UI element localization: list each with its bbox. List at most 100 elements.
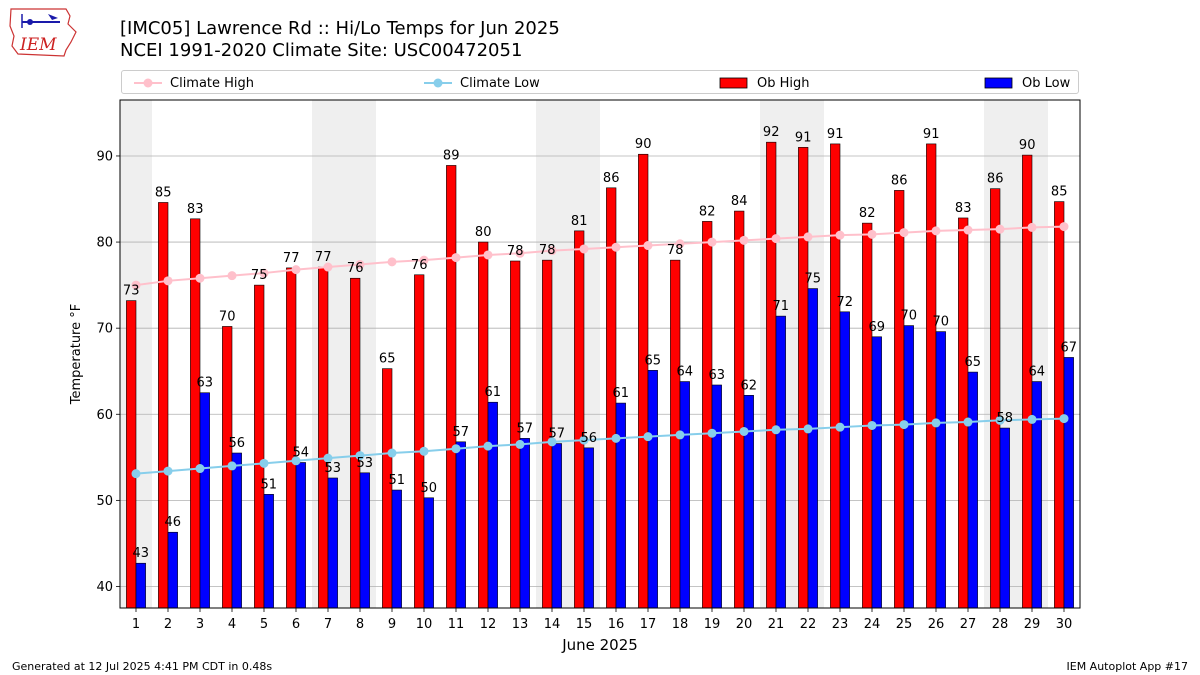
ob-high-bar-30	[1054, 201, 1065, 609]
ob-low-value-label-2: 46	[165, 515, 182, 530]
ob-low-bar-4	[231, 452, 242, 609]
climate-low-point-27	[963, 417, 973, 427]
legend-item-climate-high: Climate High	[134, 74, 254, 92]
ob-low-bar-6	[295, 462, 306, 609]
climate-high-point-21	[771, 234, 781, 244]
x-tick-label-3: 3	[196, 617, 204, 632]
title-line-2: NCEI 1991-2020 Climate Site: USC00472051	[120, 40, 523, 61]
x-tick-label-10: 10	[416, 617, 433, 632]
ob-low-bar-19	[711, 384, 722, 609]
ob-high-value-label-2: 85	[155, 185, 172, 200]
ob-high-bar-28	[990, 188, 1001, 609]
climate-high-point-11	[451, 253, 461, 263]
climate-high-point-6	[291, 265, 301, 275]
ob-high-bar-20	[734, 210, 745, 609]
x-tick-label-9: 9	[388, 617, 396, 632]
y-tick-label-80: 80	[96, 236, 113, 251]
ob-low-bar-11	[455, 441, 466, 609]
ob-low-bar-21	[775, 315, 786, 609]
x-tick-label-16: 16	[608, 617, 625, 632]
climate-low-point-3	[195, 464, 205, 474]
ob-high-bar-15	[574, 230, 585, 609]
ob-high-value-label-24: 82	[859, 206, 876, 221]
climate-low-point-22	[803, 424, 813, 434]
ob-high-bar-25	[894, 190, 905, 609]
legend-swatch-climate-low	[424, 78, 452, 88]
climate-high-point-10	[419, 255, 429, 265]
climate-low-point-26	[931, 418, 941, 428]
climate-low-point-30	[1059, 414, 1069, 424]
logo-text: IEM	[19, 35, 57, 55]
ob-high-value-label-13: 78	[507, 244, 524, 259]
plot-frame	[119, 99, 1081, 609]
climate-high-point-27	[963, 225, 973, 235]
ob-low-value-label-28: 58	[997, 411, 1014, 426]
x-tick-label-11: 11	[448, 617, 465, 632]
ob-low-value-label-16: 61	[613, 386, 630, 401]
ob-low-value-label-30: 67	[1061, 340, 1078, 355]
climate-high-point-15	[579, 244, 589, 254]
ob-low-bar-17	[647, 370, 658, 609]
ob-high-bar-19	[702, 221, 713, 609]
ob-high-value-label-20: 84	[731, 194, 748, 209]
legend-label-climate-low: Climate Low	[460, 75, 540, 91]
climate-high-point-25	[899, 228, 909, 238]
ob-high-value-label-8: 76	[347, 261, 364, 276]
climate-low-line	[135, 417, 1065, 475]
climate-high-point-14	[547, 246, 557, 256]
ob-high-value-label-3: 83	[187, 202, 204, 217]
ob-low-bar-24	[871, 336, 882, 609]
ob-low-value-label-19: 63	[709, 368, 726, 383]
x-tick-label-29: 29	[1024, 617, 1041, 632]
ob-high-bar-24	[862, 222, 873, 609]
climate-low-point-6	[291, 456, 301, 466]
climate-high-point-8	[355, 259, 365, 269]
ob-low-value-label-4: 56	[229, 436, 246, 451]
climate-high-point-17	[643, 241, 653, 251]
climate-high-point-5	[259, 268, 269, 278]
x-tick-label-19: 19	[704, 617, 721, 632]
x-tick-label-21: 21	[768, 617, 785, 632]
iem-logo: IEM	[9, 8, 77, 57]
x-tick-label-1: 1	[132, 617, 140, 632]
ob-high-value-label-17: 90	[635, 137, 652, 152]
climate-high-point-9	[387, 257, 397, 267]
x-tick-label-28: 28	[992, 617, 1009, 632]
ob-high-bar-7	[318, 266, 329, 609]
ob-high-value-label-29: 90	[1019, 138, 1036, 153]
ob-low-value-label-27: 65	[965, 355, 982, 370]
climate-low-point-13	[515, 439, 525, 449]
ob-low-bar-30	[1063, 357, 1074, 609]
x-tick-label-23: 23	[832, 617, 849, 632]
climate-high-point-4	[227, 271, 237, 281]
climate-low-point-5	[259, 458, 269, 468]
ob-high-bar-21	[766, 141, 777, 609]
climate-low-point-16	[611, 433, 621, 443]
x-tick-label-30: 30	[1056, 617, 1073, 632]
ob-high-value-label-15: 81	[571, 214, 588, 229]
ob-high-value-label-18: 78	[667, 243, 684, 258]
x-tick-label-25: 25	[896, 617, 913, 632]
climate-low-point-10	[419, 446, 429, 456]
legend: Climate High Climate Low Ob High Ob Low	[121, 70, 1079, 94]
x-tick-label-14: 14	[544, 617, 561, 632]
ob-high-value-label-23: 91	[827, 127, 844, 142]
x-tick-label-2: 2	[164, 617, 172, 632]
ob-low-value-label-1: 43	[133, 546, 150, 561]
climate-high-point-20	[739, 235, 749, 245]
ob-low-bar-26	[935, 331, 946, 609]
chart-title: [IMC05] Lawrence Rd :: Hi/Lo Temps for J…	[120, 18, 560, 62]
x-axis-label: June 2025	[561, 636, 638, 654]
ob-high-value-label-9: 65	[379, 352, 396, 367]
legend-label-climate-high: Climate High	[170, 75, 255, 91]
climate-low-point-4	[227, 461, 237, 471]
ob-low-bar-25	[903, 325, 914, 609]
climate-high-point-26	[931, 226, 941, 236]
climate-low-point-14	[547, 437, 557, 447]
legend-item-climate-low: Climate Low	[424, 74, 540, 92]
x-tick-label-27: 27	[960, 617, 977, 632]
climate-high-point-16	[611, 242, 621, 252]
ob-low-value-label-26: 70	[933, 315, 950, 330]
climate-high-point-1	[131, 280, 141, 290]
climate-low-point-23	[835, 422, 845, 432]
